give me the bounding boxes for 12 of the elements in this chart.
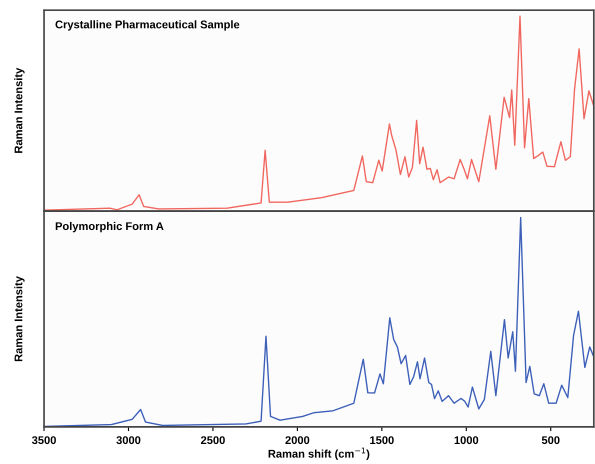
x-tick-label: 3500	[32, 436, 56, 444]
x-tick-label: 2500	[200, 436, 225, 444]
x-tick-label: 2000	[285, 436, 310, 444]
x-tick-label: 1000	[454, 436, 478, 444]
chart-title: Crystalline Pharmaceutical Sample	[55, 20, 240, 31]
y-axis-title: Raman Intensity	[14, 276, 25, 362]
x-tick-label: 500	[542, 436, 560, 444]
y-axis-title: Raman Intensity	[14, 68, 25, 153]
x-tick-label: 1500	[370, 436, 394, 444]
chart-title: Polymorphic Form A	[56, 222, 164, 232]
x-tick-label: 3000	[116, 436, 140, 444]
x-axis-title: Raman shift (cm$^{−1}$)	[268, 448, 370, 460]
